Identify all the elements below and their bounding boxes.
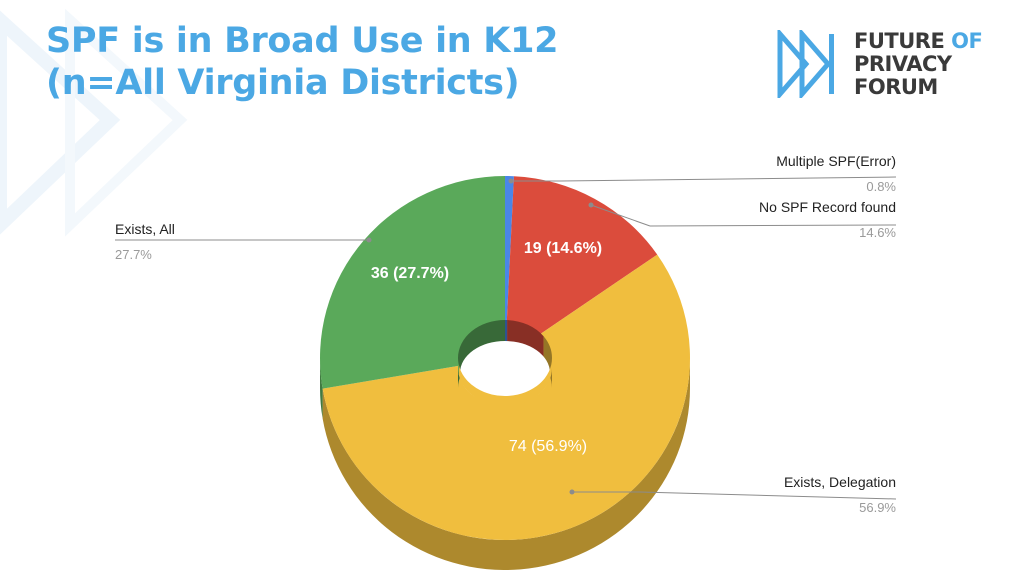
slice-data-label: 36 (27.7%): [371, 265, 449, 282]
slice-no-spf-record-found[interactable]: [505, 176, 658, 358]
slice-multiple-spf-error-[interactable]: [505, 176, 514, 358]
legend-percent: 0.8%: [866, 179, 896, 194]
leader-line: [590, 204, 651, 227]
legend-percent: 14.6%: [859, 225, 896, 240]
chart-hole: [458, 320, 552, 405]
slice-exists-all[interactable]: [320, 176, 505, 389]
logo-word-forum: FORUM: [854, 75, 938, 99]
leader-dot: [508, 178, 514, 184]
leader-dot: [366, 237, 372, 243]
logo-word-future: FUTURE: [854, 29, 945, 53]
hole-rim-segment: [457, 358, 459, 375]
future-of-privacy-forum-logo: FUTURE OF PRIVACY FORUM: [776, 30, 1000, 102]
slide-title: SPF is in Broad Use in K12 (n=All Virgin…: [46, 20, 559, 104]
chart-side-walls: [320, 358, 690, 571]
donut-hole: [460, 341, 550, 405]
legend-percent: 56.9%: [859, 500, 896, 515]
leader-line: [559, 176, 897, 182]
legend-label: Multiple SPF(Error): [776, 153, 896, 169]
hole-rim-segment: [458, 358, 552, 407]
legend-label: Exists, All: [115, 221, 175, 237]
hole-rim: [457, 358, 552, 407]
logo-word-privacy: PRIVACY: [854, 52, 952, 76]
title-line-2: (n=All Virginia Districts): [46, 63, 520, 103]
logo-text: FUTURE OF PRIVACY FORUM: [854, 29, 983, 99]
legend-label: Exists, Delegation: [784, 474, 896, 490]
watermark-arrow-icon: [0, 8, 188, 237]
leader-dot: [569, 489, 575, 495]
legend-label: No SPF Record found: [759, 199, 896, 215]
leader-line: [649, 224, 897, 227]
fast-forward-icon: [777, 30, 834, 98]
chart-callouts: Multiple SPF(Error) 0.8% No SPF Record fou…: [115, 153, 896, 515]
slice-data-label: 74 (56.9%): [509, 438, 587, 455]
slice-data-label: 19 (14.6%): [524, 240, 602, 257]
slice-side-exists-delegation: [322, 358, 690, 571]
leader-line: [639, 491, 897, 500]
slice-side-exists-all: [320, 358, 323, 419]
leader-dot: [588, 202, 594, 208]
logo-word-of: OF: [951, 29, 983, 53]
title-line-1: SPF is in Broad Use in K12: [46, 21, 559, 61]
legend-percent: 27.7%: [115, 247, 152, 262]
